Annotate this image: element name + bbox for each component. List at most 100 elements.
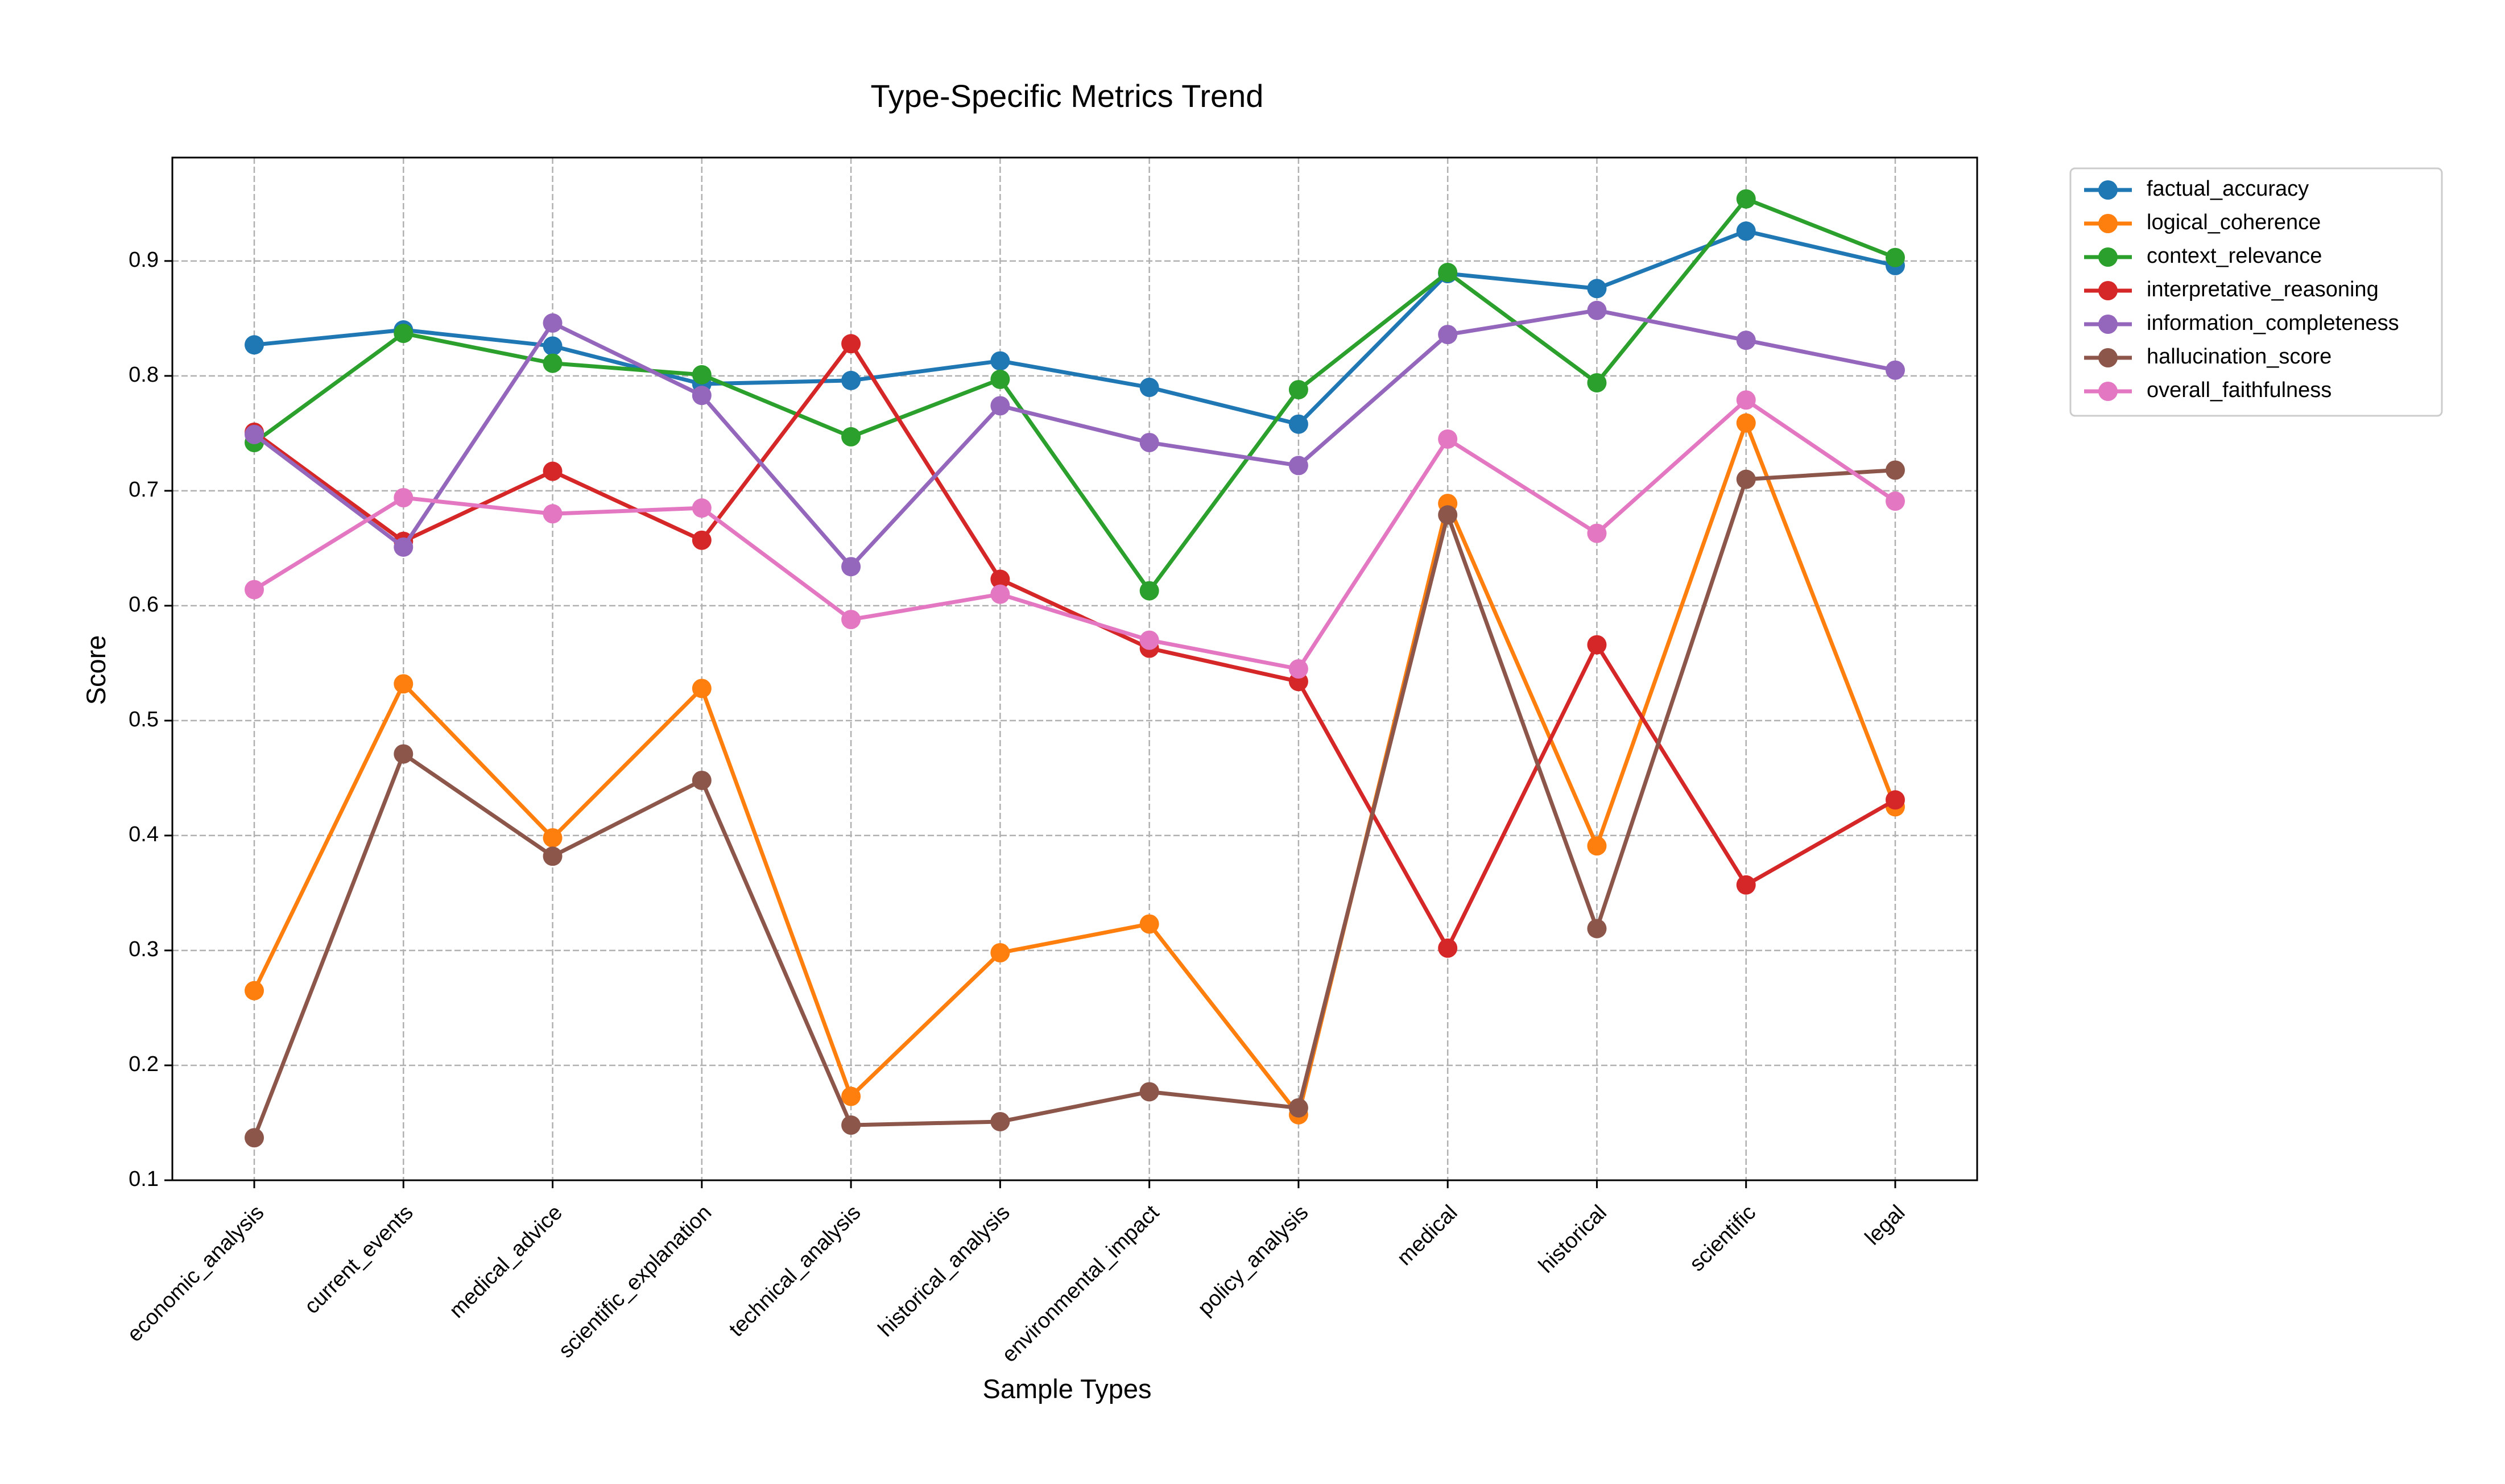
series-line: [252, 468, 1896, 1139]
data-point: [245, 424, 264, 444]
data-point: [990, 369, 1010, 389]
data-point: [990, 569, 1010, 589]
data-point: [1736, 189, 1756, 209]
data-point: [692, 365, 712, 385]
data-point: [1139, 1082, 1159, 1102]
data-point: [990, 396, 1010, 416]
series-overall-faithfulness: [245, 390, 1905, 679]
data-point: [990, 584, 1010, 604]
data-point: [1438, 505, 1458, 525]
data-point: [1886, 491, 1905, 511]
y-tick-label: 0.3: [129, 937, 159, 961]
data-point: [1139, 630, 1159, 650]
data-point: [1736, 875, 1756, 895]
series-line: [254, 229, 1896, 427]
data-point: [1139, 378, 1159, 398]
legend-item: overall_faithfulness: [2084, 378, 2332, 402]
data-point: [1139, 433, 1159, 453]
data-point: [1736, 413, 1756, 433]
x-axis-title: Sample Types: [983, 1374, 1152, 1404]
y-axis-title: Score: [81, 635, 111, 705]
legend-swatch-marker: [2098, 281, 2118, 300]
data-point: [1736, 221, 1756, 241]
data-point: [394, 674, 414, 694]
data-point: [543, 504, 563, 524]
data-point: [543, 461, 563, 481]
data-point: [990, 351, 1010, 371]
legend-swatch-marker: [2098, 180, 2118, 200]
legend-swatch-marker: [2098, 315, 2118, 334]
data-point: [1886, 790, 1905, 810]
data-point: [841, 370, 861, 390]
y-tick-label: 0.2: [129, 1052, 159, 1076]
data-point: [245, 1128, 264, 1148]
data-point: [245, 580, 264, 600]
data-point: [692, 770, 712, 790]
data-point: [1139, 581, 1159, 601]
data-point: [990, 943, 1010, 962]
data-point: [841, 334, 861, 354]
y-tick-label: 0.9: [129, 248, 159, 272]
data-point: [841, 610, 861, 630]
legend: factual_accuracy logical_coherencecontext…: [2069, 167, 2443, 417]
data-point: [1587, 373, 1607, 392]
data-point: [1886, 247, 1905, 267]
data-point: [543, 353, 563, 373]
data-point: [1736, 330, 1756, 350]
data-point: [1288, 659, 1308, 679]
legend-item: logical_coherence: [2084, 210, 2321, 234]
data-point: [1438, 429, 1458, 449]
data-point: [1587, 279, 1607, 299]
data-point: [1139, 914, 1159, 934]
y-tick-label: 0.6: [129, 593, 159, 617]
data-point: [692, 498, 712, 518]
data-point: [1886, 360, 1905, 380]
legend-item: interpretative_reasoning: [2084, 278, 2379, 301]
data-point: [543, 313, 563, 333]
data-point: [1288, 1098, 1308, 1118]
data-point: [1587, 836, 1607, 856]
y-tick-label: 0.4: [129, 822, 159, 846]
data-point: [1288, 456, 1308, 476]
plot-area-frame: [171, 156, 1978, 1181]
legend-label: interpretative_reasoning: [2147, 278, 2379, 301]
data-point: [1587, 523, 1607, 543]
series-hallucination-score: [245, 460, 1905, 1148]
legend-item: information_completeness: [2084, 311, 2399, 335]
data-point: [1736, 469, 1756, 489]
data-point: [394, 324, 414, 344]
legend-swatch-marker: [2098, 382, 2118, 401]
y-tick-label: 0.7: [129, 478, 159, 502]
data-point: [543, 336, 563, 356]
data-point: [841, 557, 861, 577]
data-point: [543, 846, 563, 866]
data-point: [1438, 938, 1458, 958]
legend-swatch-marker: [2098, 214, 2118, 233]
data-point: [1438, 263, 1458, 283]
data-point: [692, 386, 712, 406]
data-point: [394, 744, 414, 764]
data-point: [245, 335, 264, 355]
chart-title: Type-Specific Metrics Trend: [871, 78, 1264, 114]
data-point: [1587, 635, 1607, 655]
data-point: [1587, 300, 1607, 320]
data-point: [692, 530, 712, 550]
legend-label: overall_faithfulness: [2147, 378, 2332, 402]
legend-item: hallucination_score: [2084, 345, 2332, 369]
legend-item: context_relevance: [2084, 244, 2322, 268]
data-point: [841, 1086, 861, 1106]
data-point: [1886, 460, 1905, 480]
y-tick-label: 0.1: [129, 1167, 159, 1191]
legend-swatch-marker: [2098, 348, 2118, 367]
data-point: [1438, 325, 1458, 345]
data-point: [394, 487, 414, 507]
data-point: [1736, 390, 1756, 410]
data-point: [841, 427, 861, 447]
data-point: [1288, 380, 1308, 400]
legend-label: logical_coherence: [2147, 210, 2321, 234]
data-point: [394, 537, 414, 557]
series-layer: [245, 189, 1905, 1148]
data-point: [1587, 919, 1607, 939]
series-information-completeness: [245, 300, 1905, 577]
